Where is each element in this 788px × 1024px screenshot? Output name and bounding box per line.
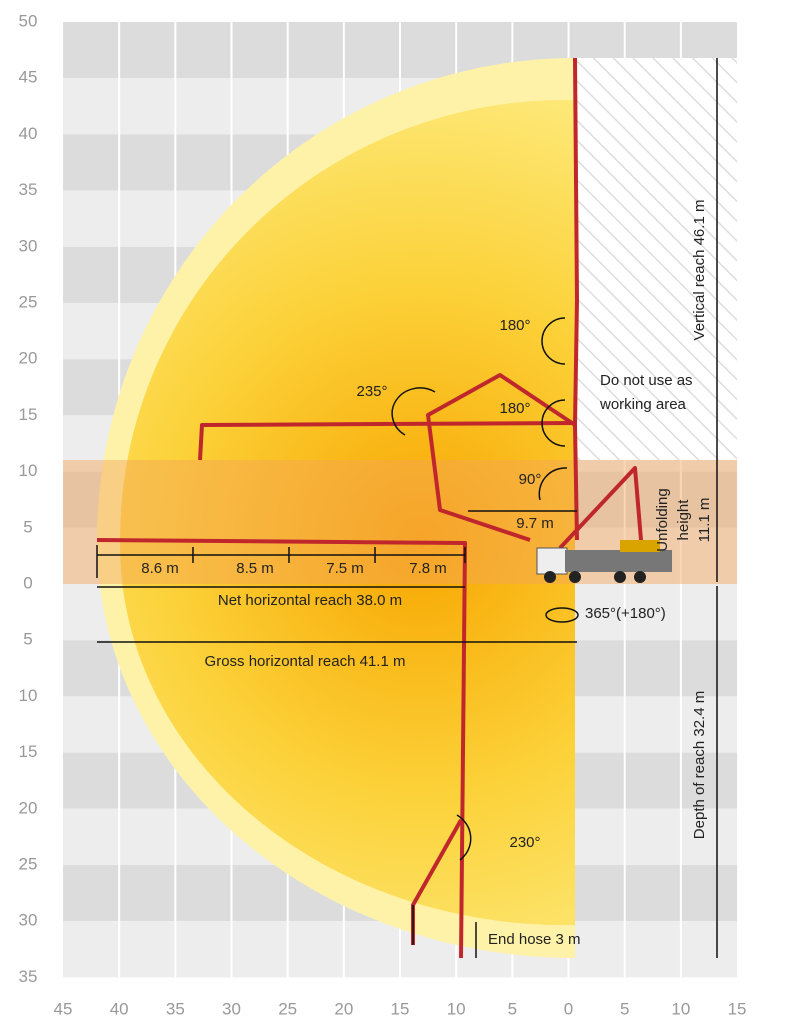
y-axis-label: 50 (19, 11, 38, 30)
x-axis-label: 35 (166, 999, 185, 1018)
x-axis-label: 5 (620, 999, 629, 1018)
gross-reach: Gross horizontal reach 41.1 m (205, 653, 406, 670)
no-work-label: Do not use as (600, 372, 693, 389)
unfolding-label: 11.1 m (696, 498, 713, 543)
reach-9-7: 9.7 m (516, 515, 554, 532)
angle-label: 230° (509, 834, 540, 851)
x-axis-label: 45 (54, 999, 73, 1018)
x-axis-label: 15 (391, 999, 410, 1018)
y-axis-label: 45 (19, 68, 38, 87)
y-axis-label: 20 (19, 349, 38, 368)
x-axis-label: 30 (222, 999, 241, 1018)
x-axis-label: 5 (508, 999, 517, 1018)
reach-inner (119, 99, 576, 926)
dimensions (96, 58, 718, 958)
y-axis-label: 30 (19, 236, 38, 255)
unfolding-label: Unfolding (654, 488, 671, 551)
boom-15m (198, 421, 576, 461)
x-axis-label: 25 (278, 999, 297, 1018)
y-axis-label: 35 (19, 180, 38, 199)
y-axis-label: 25 (19, 292, 38, 311)
y-axis-label: 30 (19, 911, 38, 930)
boom-truck (558, 466, 644, 553)
angle-label: 180° (499, 317, 530, 334)
boom-folded (426, 373, 577, 542)
x-axis-label: 40 (110, 999, 129, 1018)
vertical-reach: Vertical reach 46.1 m (691, 200, 708, 341)
y-axis-label: 10 (19, 461, 38, 480)
y-axis-label: 35 (19, 967, 38, 986)
segment-label: 7.5 m (326, 560, 364, 577)
y-axis-label: 15 (19, 742, 38, 761)
no-work-label: working area (599, 396, 687, 413)
segment-label: 7.8 m (409, 560, 447, 577)
y-axis-label: 40 (19, 124, 38, 143)
net-reach: Net horizontal reach 38.0 m (218, 592, 402, 609)
x-axis-label: 10 (671, 999, 690, 1018)
depth-reach: Depth of reach 32.4 m (691, 691, 708, 839)
slew-label: 365°(+180°) (585, 605, 666, 622)
x-axis-label: 20 (334, 999, 353, 1018)
end-hose-label: End hose 3 m (488, 931, 581, 948)
segment-label: 8.5 m (236, 560, 274, 577)
y-axis-label: 0 (23, 573, 32, 592)
segment-label: 8.6 m (141, 560, 179, 577)
unfolding-label: height (675, 499, 692, 541)
y-axis-label: 25 (19, 854, 38, 873)
no-work-area (575, 58, 737, 460)
angle-label: 90° (519, 471, 542, 488)
angle-label: 180° (499, 400, 530, 417)
y-axis-label: 20 (19, 798, 38, 817)
y-axis-label: 5 (23, 517, 32, 536)
angle-label: 235° (356, 383, 387, 400)
boom-vertical (573, 57, 579, 541)
x-axis-label: 15 (728, 999, 747, 1018)
y-axis-label: 15 (19, 405, 38, 424)
x-axis-label: 10 (447, 999, 466, 1018)
y-axis-label: 5 (23, 630, 32, 649)
truck (536, 540, 672, 583)
y-axis-label: 10 (19, 686, 38, 705)
x-axis-label: 0 (564, 999, 573, 1018)
